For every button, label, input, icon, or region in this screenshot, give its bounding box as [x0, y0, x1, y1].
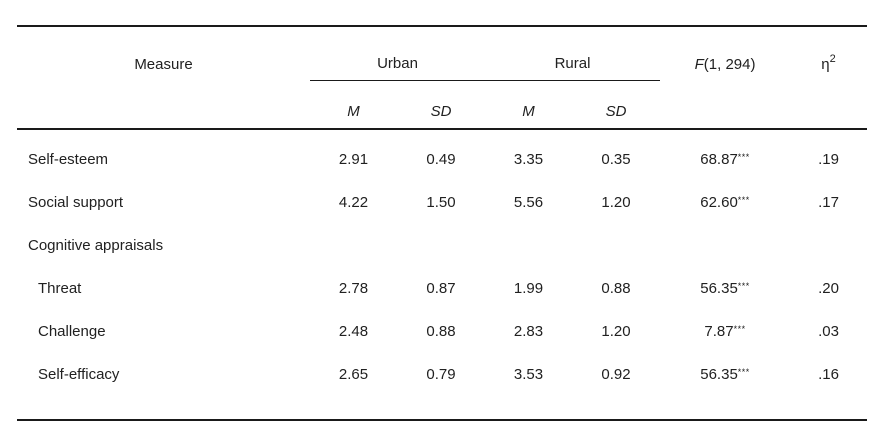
measure-sublabel: Self-efficacy: [38, 366, 120, 383]
rural-sd-value: 1.20: [601, 194, 631, 211]
urban-mean-value: 2.65: [338, 366, 369, 383]
table-row: Self-esteem 2.91 0.49 3.35 0.35 68.87***…: [17, 138, 867, 181]
column-header-eta-squared: η2: [790, 26, 867, 81]
rural-sd-value: 1.20: [601, 323, 631, 340]
significance-stars: ***: [737, 152, 750, 162]
measure-sublabel: Threat: [38, 280, 82, 297]
column-header-f-statistic: F(1, 294): [660, 26, 790, 81]
eta-squared-value: .16: [818, 366, 839, 383]
rural-mean-value: 2.83: [513, 323, 544, 340]
rural-mean-value: [485, 224, 572, 267]
eta-squared-value: .19: [818, 151, 839, 168]
table-row: Social support 4.22 1.50 5.56 1.20 62.60…: [17, 181, 867, 224]
spacer-row: [17, 129, 867, 138]
eta-symbol: η: [821, 55, 830, 73]
empty-header-cell: [790, 81, 867, 130]
urban-sd-value: 0.87: [426, 280, 456, 297]
urban-sd-value: 0.79: [426, 366, 456, 383]
eta-exponent: 2: [829, 52, 836, 65]
eta-squared-value: .03: [818, 323, 839, 340]
rural-mean-value: 3.53: [513, 366, 544, 383]
urban-mean-value: 4.22: [338, 194, 369, 211]
rural-sd-value: 0.92: [601, 366, 631, 383]
significance-stars: ***: [737, 367, 750, 377]
measure-label: Self-esteem: [28, 151, 109, 168]
empty-header-cell: [17, 81, 310, 130]
urban-sd-value: [397, 224, 485, 267]
table-header: Measure Urban Rural F(1, 294) η2 M SD M …: [17, 26, 868, 130]
rural-mean-value: 1.99: [513, 280, 544, 297]
f-degrees-of-freedom: (1, 294): [703, 55, 756, 73]
column-header-rural-sd: SD: [605, 103, 627, 120]
header-row-groups: Measure Urban Rural F(1, 294) η2: [17, 26, 867, 81]
eta-squared-value: [790, 224, 867, 267]
f-symbol: F: [694, 55, 704, 73]
significance-stars: ***: [737, 281, 750, 291]
rural-sd-value: 0.35: [601, 151, 631, 168]
column-group-rural: Rural: [485, 26, 661, 81]
f-value: 62.60***: [700, 194, 750, 211]
column-header-rural-mean: M: [522, 103, 535, 120]
f-value: 56.35***: [700, 280, 750, 297]
measure-category-label: Cognitive appraisals: [28, 237, 164, 254]
urban-mean-value: 2.91: [338, 151, 369, 168]
urban-mean-value: 2.78: [338, 280, 369, 297]
f-value: [660, 224, 790, 267]
column-header-urban-mean: M: [347, 103, 360, 120]
column-group-urban: Urban: [310, 26, 486, 81]
f-value: 7.87***: [704, 323, 746, 340]
spacer-row: [17, 396, 867, 420]
f-value: 56.35***: [700, 366, 750, 383]
column-header-urban-sd: SD: [430, 103, 452, 120]
table-row: Self-efficacy 2.65 0.79 3.53 0.92 56.35*…: [17, 353, 867, 396]
rural-mean-value: 5.56: [513, 194, 544, 211]
table-row: Threat 2.78 0.87 1.99 0.88 56.35*** .20: [17, 267, 867, 310]
urban-sd-value: 0.88: [426, 323, 456, 340]
eta-squared-value: .20: [818, 280, 839, 297]
header-row-statistics: M SD M SD: [17, 81, 868, 130]
measure-sublabel: Challenge: [38, 323, 106, 340]
rural-mean-value: 3.35: [513, 151, 544, 168]
anova-results-table: Measure Urban Rural F(1, 294) η2 M SD M …: [17, 25, 868, 421]
significance-stars: ***: [733, 324, 746, 334]
table-row-category: Cognitive appraisals: [17, 224, 867, 267]
column-header-measure: Measure: [134, 55, 193, 73]
empty-header-cell: [660, 81, 790, 130]
measure-label: Social support: [28, 194, 124, 211]
eta-squared-value: .17: [818, 194, 839, 211]
rural-sd-value: [572, 224, 660, 267]
significance-stars: ***: [737, 195, 750, 205]
urban-mean-value: 2.48: [338, 323, 369, 340]
table-row: Challenge 2.48 0.88 2.83 1.20 7.87*** .0…: [17, 310, 867, 353]
urban-sd-value: 0.49: [426, 151, 456, 168]
urban-mean-value: [310, 224, 397, 267]
f-value: 68.87***: [700, 151, 750, 168]
urban-sd-value: 1.50: [426, 194, 456, 211]
table-body: Self-esteem 2.91 0.49 3.35 0.35 68.87***…: [17, 129, 867, 420]
rural-sd-value: 0.88: [601, 280, 631, 297]
